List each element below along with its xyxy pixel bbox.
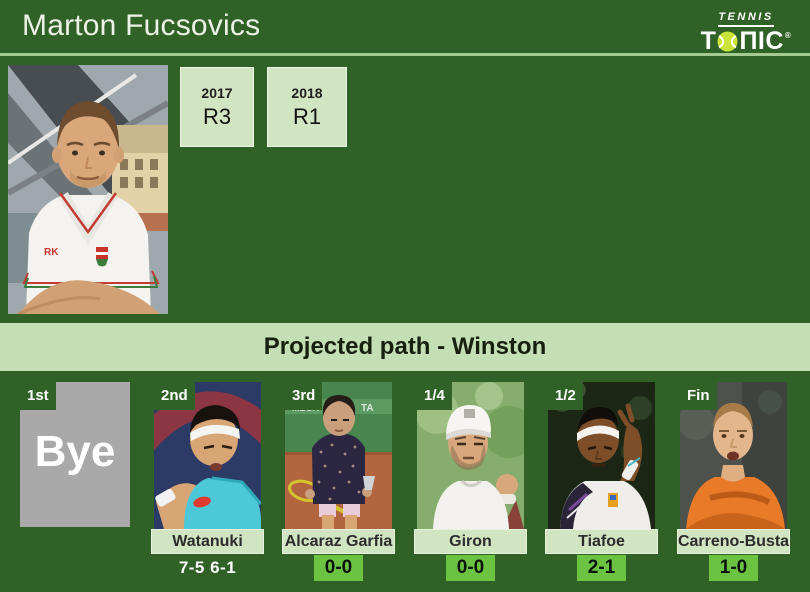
h2h-score: 1-0 bbox=[708, 555, 759, 581]
h2h-score: 0-0 bbox=[313, 555, 364, 581]
history-box-2017: 2017 R3 bbox=[180, 67, 254, 147]
round-label-2nd: 2nd bbox=[154, 382, 195, 410]
projected-path-title: Projected path - Winston bbox=[263, 333, 547, 360]
round-semifinal-column: 1/2 Tiafoe 2-1 bbox=[545, 382, 658, 582]
header: Marton Fucsovics TENNIS T ПIC ® bbox=[0, 0, 810, 56]
page-title: Marton Fucsovics bbox=[22, 9, 261, 42]
h2h-row: 0-0 bbox=[282, 554, 395, 582]
tennis-ball-icon bbox=[717, 31, 738, 52]
bye-label: Bye bbox=[34, 426, 116, 476]
opponent-name: Tiafoe bbox=[545, 529, 658, 554]
logo-tonic-word: T ПIC ® bbox=[700, 27, 792, 55]
round-label-semifinal: 1/2 bbox=[548, 382, 583, 410]
opponent-name: Watanuki bbox=[151, 529, 264, 554]
round-2nd-column: 2nd Watanuki 7-5 6-1 bbox=[151, 382, 264, 582]
round-3rd-column: MEGA TA bbox=[282, 382, 395, 582]
round-label-quarterfinal: 1/4 bbox=[417, 382, 452, 410]
h2h-row: 1-0 bbox=[677, 554, 790, 582]
history-year: 2017 bbox=[201, 84, 233, 101]
fucsovics-photo: RK bbox=[8, 65, 168, 314]
svg-text:TA: TA bbox=[361, 403, 374, 414]
h2h-row: 7-5 6-1 bbox=[151, 554, 264, 582]
history-box-2018: 2018 R1 bbox=[267, 67, 347, 147]
fucsovics-photo-illustration: RK bbox=[8, 65, 168, 314]
round-quarterfinal-column: 1/4 Giron 0-0 bbox=[414, 382, 527, 582]
h2h-score: 7-5 6-1 bbox=[178, 558, 237, 577]
registered-mark: ® bbox=[784, 30, 792, 40]
round-label-1st: 1st bbox=[20, 382, 56, 410]
logo-tennis-word: TENNIS bbox=[718, 12, 774, 27]
h2h-row: 2-1 bbox=[545, 554, 658, 582]
h2h-row: 0-0 bbox=[414, 554, 527, 582]
tennis-tonic-logo: TENNIS T ПIC ® bbox=[694, 7, 798, 54]
round-1st-column: Bye 1st bbox=[20, 382, 133, 582]
svg-text:RK: RK bbox=[44, 247, 59, 258]
history-result: R3 bbox=[202, 103, 232, 129]
history-result: R1 bbox=[292, 103, 322, 129]
opponent-name: Giron bbox=[414, 529, 527, 554]
projected-path-band: Projected path - Winston bbox=[0, 323, 810, 371]
round-label-3rd: 3rd bbox=[285, 382, 323, 410]
h2h-score: 0-0 bbox=[445, 555, 496, 581]
opponent-name: Alcaraz Garfia bbox=[282, 529, 395, 554]
round-label-final: Fin bbox=[680, 382, 717, 410]
h2h-score: 2-1 bbox=[576, 555, 627, 581]
opponent-name: Carreno-Busta bbox=[677, 529, 790, 554]
round-final-column: Fin Carreno-Busta 1-0 bbox=[677, 382, 790, 582]
history-year: 2018 bbox=[291, 84, 323, 101]
